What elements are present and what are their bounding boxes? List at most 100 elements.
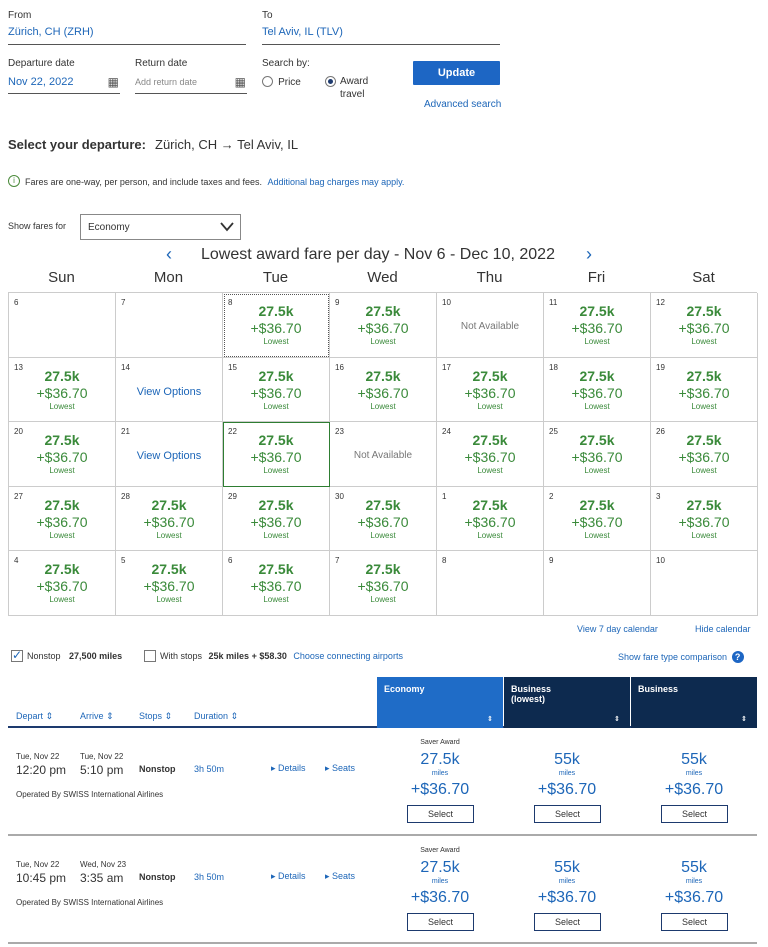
calendar-day-cell[interactable]: 11 27.5k +$36.70 Lowest (544, 293, 651, 358)
calendar-day-cell[interactable]: 15 27.5k +$36.70 Lowest (223, 357, 330, 423)
advanced-search-link[interactable]: Advanced search (424, 99, 502, 110)
calendar-day-cell[interactable]: 5 27.5k +$36.70 Lowest (116, 551, 223, 616)
calendar-icon[interactable]: ▦ (107, 75, 119, 89)
with-stops-filter[interactable] (144, 650, 156, 665)
bag-charges-link[interactable]: Additional bag charges may apply. (267, 177, 405, 187)
calendar-day-cell: 7 (116, 293, 223, 358)
calendar-day-price: +$36.70 (464, 449, 516, 466)
flight-duration[interactable]: 3h 50m (194, 872, 225, 882)
cabin-header-economy[interactable]: Economy ⇕ (377, 677, 503, 728)
with-stops-label: With stops (160, 651, 203, 661)
select-fare-button[interactable]: Select (534, 913, 601, 931)
next-month-arrow[interactable]: › (586, 244, 592, 264)
calendar-day-cell[interactable]: 19 27.5k +$36.70 Lowest (651, 357, 758, 423)
calendar-day-lowest: Lowest (584, 401, 610, 411)
details-link[interactable]: ▸ Details (271, 763, 306, 774)
search-by-label: Search by: (262, 58, 310, 69)
calendar-day-cell[interactable]: 14 View Options (116, 357, 223, 423)
calendar-day-price: +$36.70 (464, 513, 516, 530)
calendar-day-cell[interactable]: 7 27.5k +$36.70 Lowest (330, 551, 437, 616)
sort-depart[interactable]: Depart ⇕ (16, 711, 54, 721)
select-fare-button[interactable]: Select (661, 913, 728, 931)
fare-calendar: 6 7 8 27.5k +$36.70 Lowest 9 27.5k +$36.70 Lowest… (8, 292, 758, 616)
update-button[interactable]: Update (413, 61, 500, 85)
nonstop-checkbox[interactable] (11, 648, 23, 662)
sort-duration[interactable]: Duration ⇕ (194, 711, 239, 721)
calendar-day-cell[interactable]: 13 27.5k +$36.70 Lowest (9, 357, 116, 423)
nonstop-miles: 27,500 miles (69, 651, 123, 661)
seats-link[interactable]: ▸ Seats (325, 763, 355, 774)
calendar-day-cell[interactable]: 27 27.5k +$36.70 Lowest (9, 486, 116, 552)
fare-comparison-link[interactable]: Show fare type comparison ? (618, 651, 744, 663)
calendar-day-cell[interactable]: 28 27.5k +$36.70 Lowest (116, 486, 223, 552)
return-date-label: Return date (135, 58, 188, 69)
radio-award[interactable]: Award travel (325, 76, 368, 100)
view-7-day-link[interactable]: View 7 day calendar (577, 624, 658, 634)
calendar-day-cell[interactable]: 29 27.5k +$36.70 Lowest (223, 486, 330, 552)
calendar-day-view-options[interactable]: View Options (136, 385, 202, 398)
calendar-day-number: 15 (228, 362, 237, 372)
calendar-day-miles: 27.5k (579, 367, 615, 384)
calendar-day-cell[interactable]: 18 27.5k +$36.70 Lowest (544, 357, 651, 423)
flight-duration[interactable]: 3h 50m (194, 764, 225, 774)
calendar-day-cell[interactable]: 12 27.5k +$36.70 Lowest (651, 293, 758, 358)
help-icon[interactable]: ? (731, 651, 744, 663)
select-fare-button[interactable]: Select (407, 805, 474, 823)
fare-class-select[interactable]: Economy (80, 214, 241, 240)
radio-award-circle[interactable] (325, 76, 336, 87)
caret-right-icon: ▸ (325, 871, 330, 881)
calendar-day-price: +$36.70 (250, 513, 302, 530)
return-date-input[interactable]: Add return date ▦ (135, 73, 247, 94)
seats-link[interactable]: ▸ Seats (325, 871, 355, 882)
calendar-day-cell[interactable]: 21 View Options (116, 422, 223, 487)
flight-stops: Nonstop (139, 764, 176, 774)
calendar-day-cell[interactable]: 25 27.5k +$36.70 Lowest (544, 422, 651, 487)
sort-stops[interactable]: Stops ⇕ (139, 711, 173, 721)
calendar-day-price: +$36.70 (678, 513, 730, 530)
radio-price[interactable]: Price (262, 76, 301, 90)
calendar-icon[interactable]: ▦ (234, 75, 246, 89)
calendar-day-cell[interactable]: 20 27.5k +$36.70 Lowest (9, 422, 116, 487)
calendar-day-cell[interactable]: 24 27.5k +$36.70 Lowest (437, 422, 544, 487)
calendar-day-number: 8 (442, 556, 447, 566)
cabin-header-business[interactable]: Business ⇕ (631, 677, 757, 728)
calendar-day-cell[interactable]: 30 27.5k +$36.70 Lowest (330, 486, 437, 552)
select-fare-button[interactable]: Select (407, 913, 474, 931)
calendar-day-cell[interactable]: 4 27.5k +$36.70 Lowest (9, 551, 116, 616)
departure-date-input[interactable]: Nov 22, 2022 ▦ (8, 73, 120, 94)
calendar-day-view-options[interactable]: View Options (136, 450, 202, 463)
calendar-day-cell[interactable]: 16 27.5k +$36.70 Lowest (330, 357, 437, 423)
sort-arrive[interactable]: Arrive ⇕ (80, 711, 114, 721)
cabin-name: Business (511, 684, 552, 694)
radio-price-circle[interactable] (262, 76, 273, 87)
from-label: From (8, 10, 32, 21)
details-link[interactable]: ▸ Details (271, 871, 306, 882)
to-label: To (262, 10, 273, 21)
calendar-day-miles: 27.5k (365, 303, 401, 319)
calendar-day-cell[interactable]: 1 27.5k +$36.70 Lowest (437, 486, 544, 552)
calendar-day-cell[interactable]: 2 27.5k +$36.70 Lowest (544, 486, 651, 552)
calendar-day-miles: 27.5k (579, 496, 615, 513)
calendar-day-cell[interactable]: 26 27.5k +$36.70 Lowest (651, 422, 758, 487)
select-fare-button[interactable]: Select (534, 805, 601, 823)
hide-calendar-link[interactable]: Hide calendar (695, 624, 751, 634)
calendar-day-cell[interactable]: 9 27.5k +$36.70 Lowest (330, 293, 437, 358)
prev-month-arrow[interactable]: ‹ (166, 244, 172, 264)
connecting-airports-link[interactable]: Choose connecting airports (293, 651, 403, 661)
sort-icon: ⇕ (487, 716, 493, 723)
col-duration-label: Duration (194, 711, 229, 721)
with-stops-checkbox[interactable] (144, 650, 156, 662)
calendar-day-cell[interactable]: 8 27.5k +$36.70 Lowest (223, 293, 330, 358)
calendar-day-cell[interactable]: 17 27.5k +$36.70 Lowest (437, 357, 544, 423)
from-input[interactable]: Zürich, CH (ZRH) (8, 26, 246, 45)
cabin-header-business-lowest[interactable]: Business (lowest) ⇕ (504, 677, 630, 728)
departure-date-value: Nov 22, 2022 (8, 76, 74, 88)
calendar-day-cell[interactable]: 22 27.5k +$36.70 Lowest (223, 422, 330, 487)
select-fare-button[interactable]: Select (661, 805, 728, 823)
calendar-day-cell[interactable]: 3 27.5k +$36.70 Lowest (651, 486, 758, 552)
calendar-day-number: 6 (14, 298, 19, 307)
to-input[interactable]: Tel Aviv, IL (TLV) (262, 26, 500, 45)
fare-miles: 27.5k (420, 859, 460, 876)
calendar-day-cell[interactable]: 6 27.5k +$36.70 Lowest (223, 551, 330, 616)
nonstop-filter[interactable] (11, 648, 23, 665)
